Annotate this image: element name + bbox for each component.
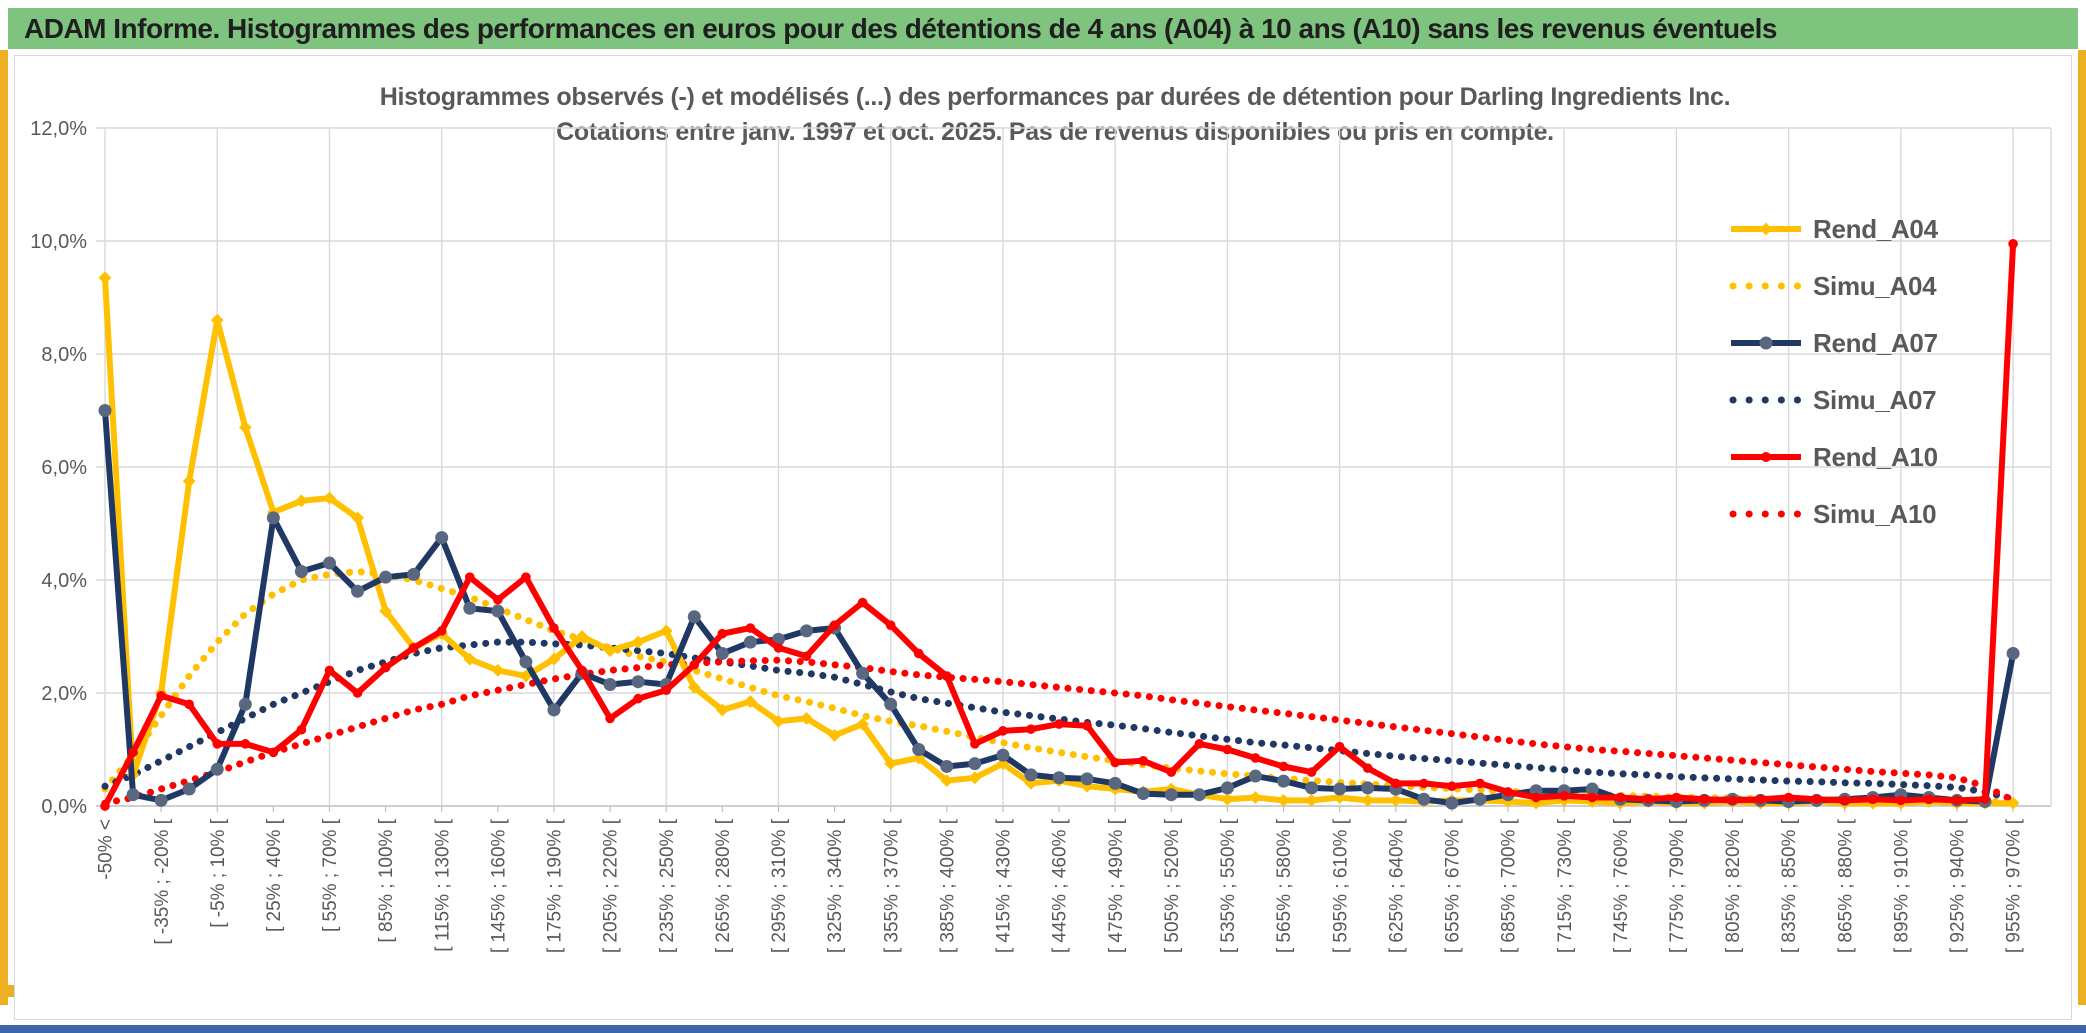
- x-tick-label: [ 895% ; 910% [: [1891, 818, 1912, 953]
- x-tick-label: [ 385% ; 400% [: [937, 818, 958, 953]
- legend-entry-Rend_A04[interactable]: Rend_A04: [1727, 208, 1938, 250]
- legend-entry-Simu_A10[interactable]: Simu_A10: [1727, 493, 1938, 535]
- y-axis-labels: 0,0% 2,0% 4,0% 6,0% 8,0% 10,0% 12,0%: [30, 118, 87, 818]
- legend-entry-Simu_A04[interactable]: Simu_A04: [1727, 265, 1938, 307]
- x-tick-label: [ 205% ; 220% [: [601, 818, 622, 953]
- x-tick-label: [ 85% ; 100% [: [376, 818, 397, 942]
- x-tick-label: [ 265% ; 280% [: [713, 818, 734, 953]
- x-tick-label: [ 565% ; 580% [: [1274, 818, 1295, 953]
- legend-swatch-solid: [1731, 452, 1801, 462]
- x-tick-label: [ 925% ; 940% [: [1948, 818, 1969, 953]
- legend-swatch-solid: [1731, 336, 1801, 350]
- series-Simu_A04: [101, 568, 2017, 806]
- x-tick-label: [ 655% ; 670% [: [1443, 818, 1464, 953]
- y-tick-label: 10,0%: [30, 231, 87, 253]
- x-tick-label: [ 715% ; 730% [: [1555, 818, 1576, 953]
- x-tick-label: [ 325% ; 340% [: [825, 818, 846, 953]
- x-axis-labels: -50% < [ -35% ; -20% [ [ -5% ; 10% [ [ 25% …: [96, 806, 2025, 953]
- x-tick-label: [ 145% ; 160% [: [488, 818, 509, 953]
- y-tick-label: 4,0%: [41, 570, 87, 592]
- legend-swatch-dotted: [1729, 396, 1805, 404]
- legend-entry-Simu_A07[interactable]: Simu_A07: [1727, 379, 1938, 421]
- x-tick-label: [ -35% ; -20% [: [152, 818, 173, 944]
- workbook-header-bar: ADAM Informe. Histogrammes des performan…: [8, 8, 2078, 49]
- y-tick-label: 6,0%: [41, 457, 87, 479]
- series-Simu_A10: [101, 656, 2017, 807]
- legend-swatch-dotted: [1729, 510, 1805, 518]
- x-tick-label: [ 415% ; 430% [: [994, 818, 1015, 953]
- x-tick-label: [ 295% ; 310% [: [769, 818, 790, 953]
- x-tick-label: [ 475% ; 490% [: [1106, 818, 1127, 953]
- x-tick-label: [ 25% ; 40% [: [264, 818, 285, 932]
- legend-swatch-solid: [1731, 222, 1801, 236]
- legend-label: Simu_A04: [1813, 270, 1937, 301]
- workbook-header-title: ADAM Informe. Histogrammes des performan…: [24, 12, 1777, 44]
- chart-subtitle: Cotations entre janv. 1997 et oct. 2025.…: [556, 118, 1554, 146]
- x-tick-label: [ 805% ; 820% [: [1723, 818, 1744, 953]
- legend-entry-Rend_A07[interactable]: Rend_A07: [1727, 322, 1938, 364]
- x-tick-label: [ 595% ; 610% [: [1330, 818, 1351, 953]
- series-Simu_A07: [101, 638, 2017, 803]
- chart-legend: Rend_A04 Simu_A04 Rend_A07 Simu_A07 Rend_A10…: [1727, 208, 1938, 535]
- x-tick-label: [ 55% ; 70% [: [320, 818, 341, 932]
- x-tick-label: [ 115% ; 130% [: [432, 818, 453, 951]
- x-tick-label: [ 505% ; 520% [: [1162, 818, 1183, 953]
- legend-label: Simu_A07: [1813, 384, 1937, 415]
- x-tick-label: -50% <: [96, 819, 117, 880]
- window-bottom-edge: [0, 1025, 2086, 1033]
- legend-label: Simu_A10: [1813, 498, 1937, 529]
- x-tick-label: [ 355% ; 370% [: [881, 818, 902, 953]
- x-tick-label: [ -5% ; 10% [: [208, 818, 229, 927]
- x-tick-label: [ 685% ; 700% [: [1499, 818, 1520, 953]
- x-tick-label: [ 445% ; 460% [: [1050, 818, 1071, 953]
- window-frame-left: [0, 50, 8, 1005]
- x-tick-label: [ 235% ; 250% [: [657, 818, 678, 953]
- legend-swatch-dotted: [1729, 282, 1805, 290]
- x-tick-label: [ 625% ; 640% [: [1386, 818, 1407, 953]
- chart-title: Histogrammes observés (-) et modélisés (…: [379, 83, 1731, 111]
- legend-label: Rend_A04: [1813, 213, 1938, 244]
- x-tick-label: [ 775% ; 790% [: [1667, 818, 1688, 953]
- y-tick-label: 12,0%: [30, 118, 87, 140]
- x-tick-label: [ 745% ; 760% [: [1611, 818, 1632, 953]
- performance-histogram-plot[interactable]: 0,0% 2,0% 4,0% 6,0% 8,0% 10,0% 12,0% -50% < [ -3…: [15, 56, 2073, 1019]
- x-tick-label: [ 535% ; 550% [: [1218, 818, 1239, 953]
- window-frame-right: [2078, 50, 2086, 1005]
- y-tick-label: 2,0%: [41, 683, 87, 705]
- x-tick-label: [ 835% ; 850% [: [1779, 818, 1800, 953]
- y-tick-label: 0,0%: [41, 796, 87, 818]
- legend-label: Rend_A10: [1813, 441, 1938, 472]
- series-Rend_A10: [100, 239, 2018, 811]
- x-tick-label: [ 865% ; 880% [: [1835, 818, 1856, 953]
- legend-label: Rend_A07: [1813, 327, 1938, 358]
- y-tick-label: 8,0%: [41, 344, 87, 366]
- legend-entry-Rend_A10[interactable]: Rend_A10: [1727, 436, 1938, 478]
- chart-area[interactable]: Histogrammes observés (-) et modélisés (…: [14, 55, 2072, 1020]
- x-tick-label: [ 955% ; 970% [: [2004, 818, 2025, 953]
- x-tick-label: [ 175% ; 190% [: [545, 818, 566, 953]
